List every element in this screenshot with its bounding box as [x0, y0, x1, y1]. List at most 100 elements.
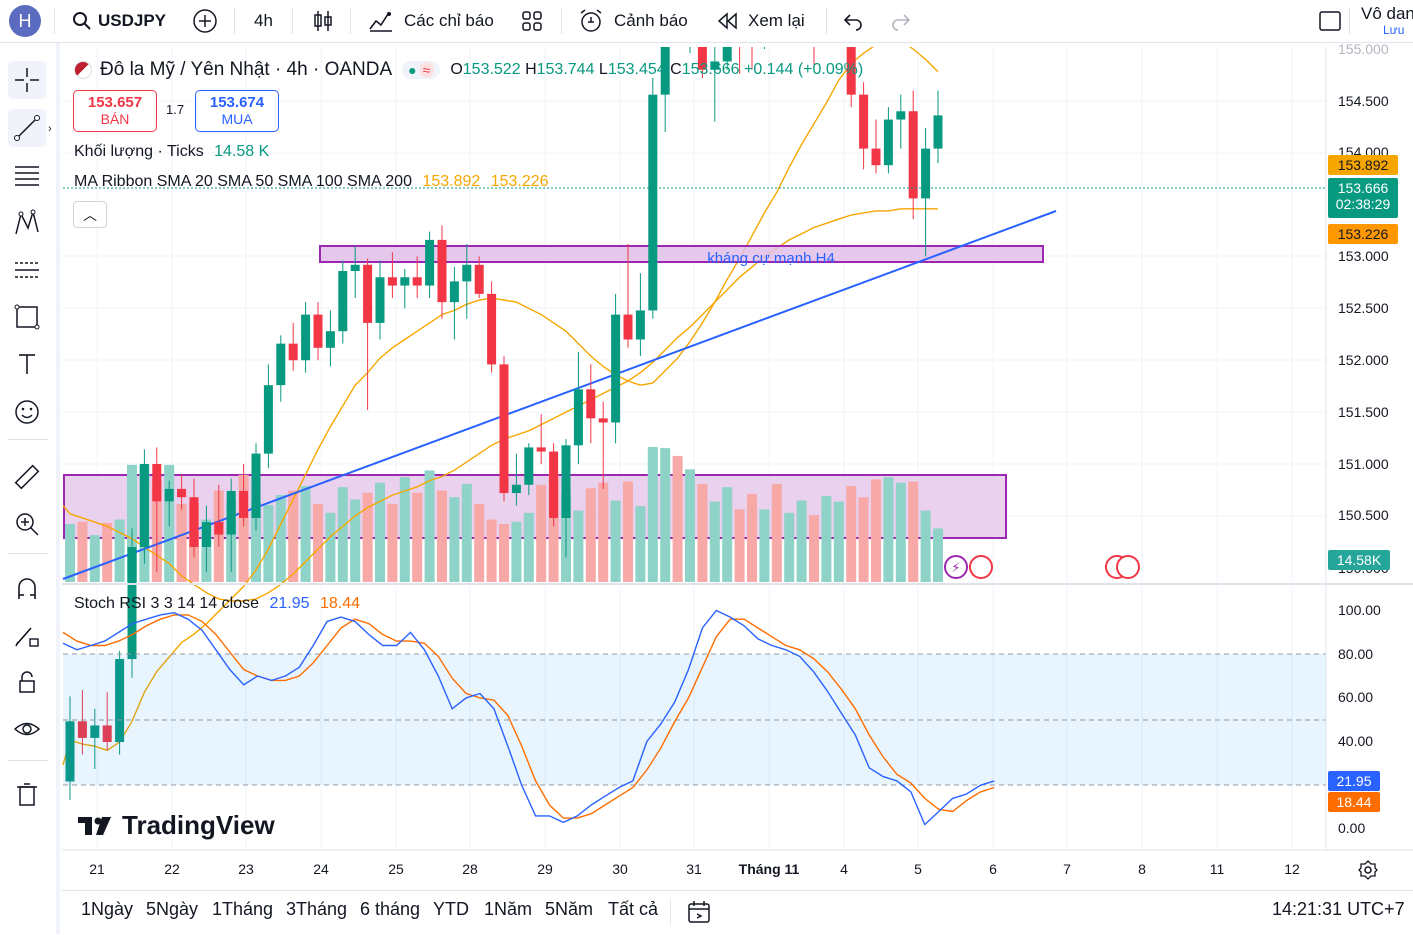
volume-bar — [747, 493, 757, 582]
gear-icon — [1358, 860, 1378, 880]
volume-bar — [337, 487, 348, 582]
volume-bar — [821, 496, 832, 582]
forecast-tool[interactable] — [8, 251, 46, 289]
volume-bar — [536, 484, 547, 582]
crosshair-tool[interactable] — [8, 61, 46, 99]
candle-body — [871, 148, 881, 166]
range-5y-button[interactable]: 5Năm — [545, 899, 594, 919]
range-all-button[interactable]: Tất cả — [608, 899, 659, 919]
stay-drawing-tool[interactable] — [8, 616, 46, 654]
candle-body — [933, 115, 943, 149]
dividend-event-icon[interactable] — [944, 555, 968, 579]
volume-bar — [350, 499, 361, 582]
ma-ribbon-legend[interactable]: MA Ribbon SMA 20 SMA 50 SMA 100 SMA 200 … — [74, 173, 549, 191]
icons-tool[interactable] — [8, 393, 46, 431]
volume-bar — [523, 512, 534, 582]
indicators-button[interactable]: Các chỉ báo — [368, 0, 494, 42]
lock-tool[interactable] — [8, 663, 46, 701]
stoch-d-line — [62, 614, 995, 819]
chart-area[interactable]: kháng cự mạnh H4 ⚡ — [62, 0, 1413, 887]
range-ytd-button[interactable]: YTD — [433, 899, 469, 919]
chart-type-button[interactable] — [312, 0, 334, 42]
buy-button[interactable]: 153.674 MUA — [195, 90, 279, 132]
range-1y-button[interactable]: 1Năm — [484, 899, 533, 919]
chevron-right-icon[interactable]: › — [48, 123, 52, 135]
candle-body — [648, 94, 658, 311]
user-avatar[interactable]: H — [9, 5, 41, 37]
price-axis-label: 150.500 — [1338, 507, 1389, 523]
collapse-legend-button[interactable]: ︿ — [73, 201, 107, 228]
shapes-tool[interactable] — [8, 298, 46, 336]
layout-name[interactable]: Vô dan — [1361, 4, 1413, 23]
volume-bar — [499, 523, 509, 582]
resistance-box[interactable] — [319, 245, 1044, 263]
alarm-clock-icon — [580, 9, 602, 32]
clock-timezone[interactable]: 14:21:31 UTC+7 — [1272, 899, 1405, 919]
grid-icon — [522, 11, 542, 31]
indicators-icon — [369, 12, 392, 32]
save-button[interactable]: Lưu — [1383, 23, 1405, 37]
range-5d-button[interactable]: 5Ngày — [146, 899, 199, 919]
tradingview-watermark[interactable]: TradingView — [78, 810, 275, 841]
rectangle-icon — [14, 304, 40, 330]
volume-bar — [263, 505, 274, 582]
price-axis-label: 151.500 — [1338, 404, 1389, 420]
market-status-badge[interactable]: ● ≈ — [402, 61, 441, 79]
volume-bar — [251, 501, 261, 582]
candle-body — [412, 277, 422, 286]
replay-button[interactable]: Xem lại — [716, 0, 805, 42]
volume-bar — [65, 523, 75, 582]
candle-body — [896, 111, 906, 120]
zoom-tool[interactable] — [8, 505, 46, 543]
candle-body — [65, 721, 75, 782]
measure-tool[interactable] — [8, 458, 46, 496]
undo-button[interactable] — [842, 0, 864, 42]
divider — [350, 8, 351, 34]
alerts-button[interactable]: Cảnh báo — [578, 0, 688, 42]
stoch-legend[interactable]: Stoch RSI 3 3 14 14 close 21.95 18.44 — [74, 595, 360, 613]
volume-bar — [933, 528, 943, 582]
layouts-button[interactable] — [520, 0, 544, 42]
volume-bar — [275, 494, 286, 582]
price-chart[interactable]: kháng cự mạnh H4 ⚡ — [62, 0, 1413, 887]
fib-tool[interactable] — [8, 157, 46, 195]
trend-line-tool[interactable] — [8, 109, 46, 147]
time-axis-label: Tháng 11 — [738, 861, 800, 877]
volume-bar — [449, 497, 460, 582]
volume-bar — [375, 482, 385, 582]
ma2-price-tag: 153.226 — [1328, 224, 1398, 244]
remove-tool[interactable] — [8, 776, 46, 814]
candle-body — [710, 61, 720, 70]
time-axis-label: 21 — [89, 861, 105, 877]
range-3m-button[interactable]: 3Tháng — [286, 899, 348, 919]
interval-button[interactable]: 4h — [254, 11, 273, 30]
text-tool[interactable] — [8, 345, 46, 383]
sell-button[interactable]: 153.657 BÁN — [73, 90, 157, 132]
us-flag-event-icon[interactable] — [969, 555, 993, 579]
volume-bar — [697, 483, 708, 582]
volume-bar — [89, 535, 100, 582]
fullscreen-button[interactable] — [1318, 0, 1342, 42]
range-6m-button[interactable]: 6 tháng — [360, 899, 421, 919]
range-1m-button[interactable]: 1Tháng — [212, 899, 274, 919]
symbol-search-button[interactable]: USDJPY — [72, 0, 166, 42]
hide-tool[interactable] — [8, 710, 46, 748]
flag-icon — [74, 61, 92, 79]
volume-legend[interactable]: Khối lượng · Ticks 14.58 K — [74, 143, 269, 161]
range-1d-button[interactable]: 1Ngày — [81, 899, 134, 919]
us-flag-event-icon[interactable] — [1116, 555, 1140, 579]
candle-body — [623, 314, 633, 340]
magnet-tool[interactable] — [8, 569, 46, 607]
go-to-date-button[interactable] — [686, 899, 712, 930]
volume-bar — [548, 474, 559, 582]
square-icon — [1319, 11, 1341, 31]
volume-bar — [300, 486, 311, 582]
redo-button[interactable] — [890, 0, 912, 42]
candle-body — [598, 418, 608, 423]
volume-bar — [846, 486, 857, 582]
candle-body — [115, 659, 125, 743]
symbol-legend[interactable]: Đô la Mỹ / Yên Nhật · 4h · OANDA ● ≈ O15… — [74, 59, 863, 81]
settings-button[interactable] — [1358, 860, 1378, 885]
compare-button[interactable] — [192, 0, 218, 42]
pattern-tool[interactable] — [8, 204, 46, 242]
